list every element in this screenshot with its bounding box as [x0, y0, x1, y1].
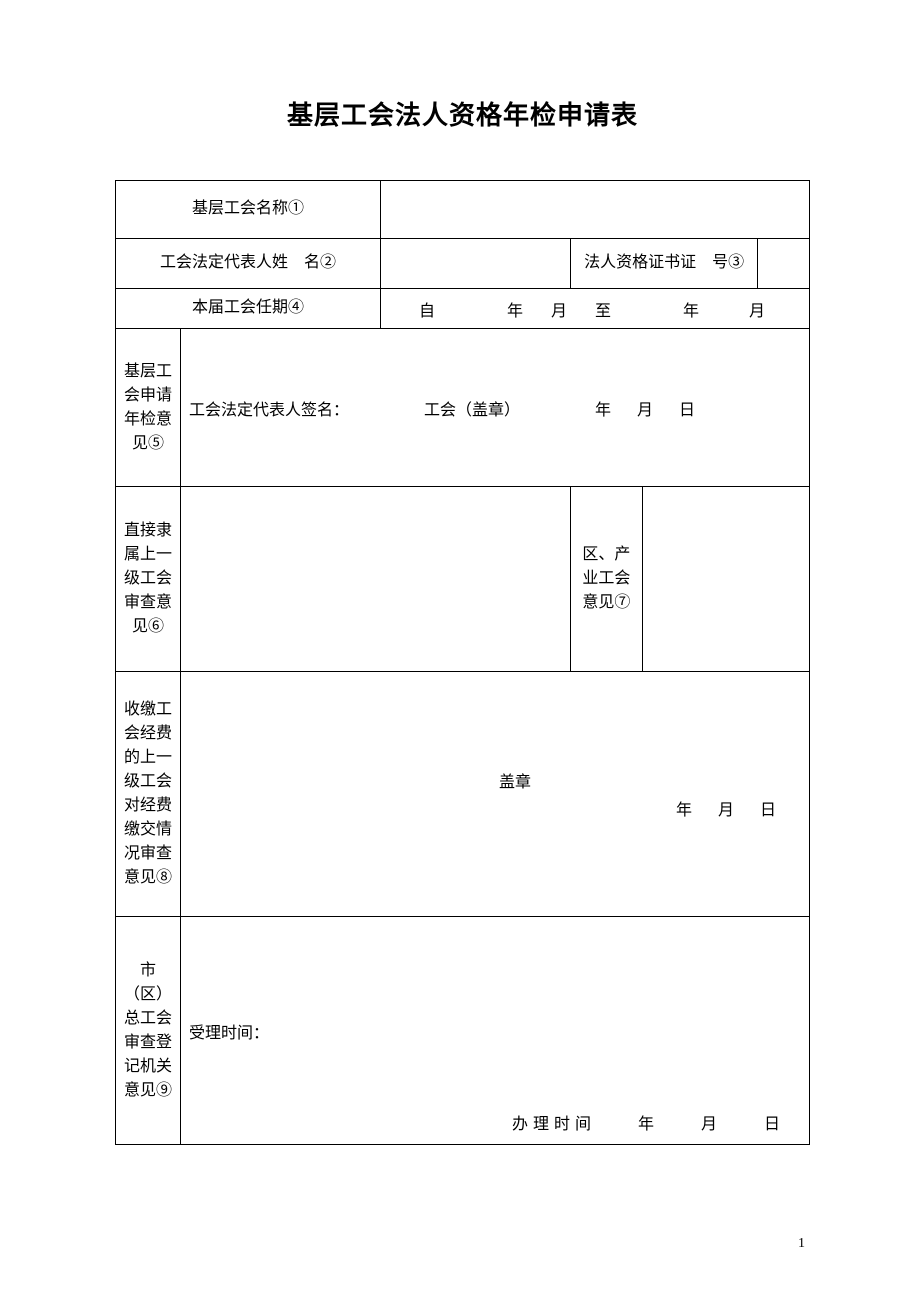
label-term: 本届工会任期④	[116, 289, 381, 329]
row-opinion-city: 市（区）总工会审查登记机关意见⑨ 受理时间： 办理时间 年 月 日	[116, 917, 810, 1145]
row-rep-name: 工会法定代表人姓 名② 法人资格证书证 号③	[116, 239, 810, 289]
label-union-name: 基层工会名称①	[116, 181, 381, 239]
label-opinion-fee: 收缴工会经费的上一级工会对经费缴交情况审查意见⑧	[116, 672, 181, 917]
field-opinion-city: 受理时间： 办理时间 年 月 日	[181, 917, 810, 1145]
label-cert-number: 法人资格证书证 号③	[570, 239, 757, 289]
row-opinion-apply: 基层工会申请年检意见⑤ 工会法定代表人签名： 工会（盖章） 年 月 日	[116, 329, 810, 487]
field-district-opinion	[642, 487, 809, 672]
field-cert-number	[758, 239, 810, 289]
stamp-label-union: 工会（盖章）	[424, 396, 520, 420]
application-form-table: 基层工会名称① 工会法定代表人姓 名② 法人资格证书证 号③ 本届工会任期④ 自…	[115, 180, 810, 1145]
label-opinion-city: 市（区）总工会审查登记机关意见⑨	[116, 917, 181, 1145]
stamp-date: 年 月 日	[676, 796, 801, 820]
document-title: 基层工会法人资格年检申请表	[115, 95, 810, 132]
page-number: 1	[798, 1236, 805, 1252]
row-term: 本届工会任期④ 自 年 月 至 年 月	[116, 289, 810, 329]
process-time-label: 办理时间 年 月 日	[512, 1110, 785, 1134]
field-opinion-superior	[181, 487, 571, 672]
field-opinion-apply: 工会法定代表人签名： 工会（盖章） 年 月 日	[181, 329, 810, 487]
stamp-block: 盖章 年 月 日	[189, 768, 801, 820]
row-opinion-fee: 收缴工会经费的上一级工会对经费缴交情况审查意见⑧ 盖章 年 月 日	[116, 672, 810, 917]
row-opinion-superior: 直接隶属上一级工会审查意见⑥ 区、产业工会意见⑦	[116, 487, 810, 672]
label-district-opinion: 区、产业工会意见⑦	[570, 487, 642, 672]
label-opinion-apply: 基层工会申请年检意见⑤	[116, 329, 181, 487]
signature-line: 工会法定代表人签名： 工会（盖章） 年 月 日	[189, 396, 801, 420]
field-term: 自 年 月 至 年 月	[380, 289, 809, 329]
signature-label: 工会法定代表人签名：	[189, 396, 349, 420]
label-opinion-superior: 直接隶属上一级工会审查意见⑥	[116, 487, 181, 672]
field-opinion-fee: 盖章 年 月 日	[181, 672, 810, 917]
field-union-name	[380, 181, 809, 239]
accept-time-label: 受理时间：	[189, 1019, 801, 1043]
field-rep-name	[380, 239, 570, 289]
signature-date: 年 月 日	[595, 396, 700, 420]
label-rep-name: 工会法定代表人姓 名②	[116, 239, 381, 289]
stamp-label: 盖章	[499, 768, 531, 792]
row-union-name: 基层工会名称①	[116, 181, 810, 239]
